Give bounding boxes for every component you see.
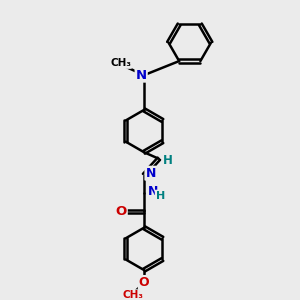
Text: H: H — [156, 190, 165, 201]
Text: H: H — [163, 154, 173, 167]
Text: O: O — [116, 205, 127, 218]
Text: CH₃: CH₃ — [122, 290, 143, 300]
Text: CH₃: CH₃ — [110, 58, 131, 68]
Text: N: N — [136, 69, 147, 82]
Text: O: O — [139, 276, 149, 289]
Text: N: N — [148, 185, 158, 198]
Text: N: N — [146, 167, 156, 180]
